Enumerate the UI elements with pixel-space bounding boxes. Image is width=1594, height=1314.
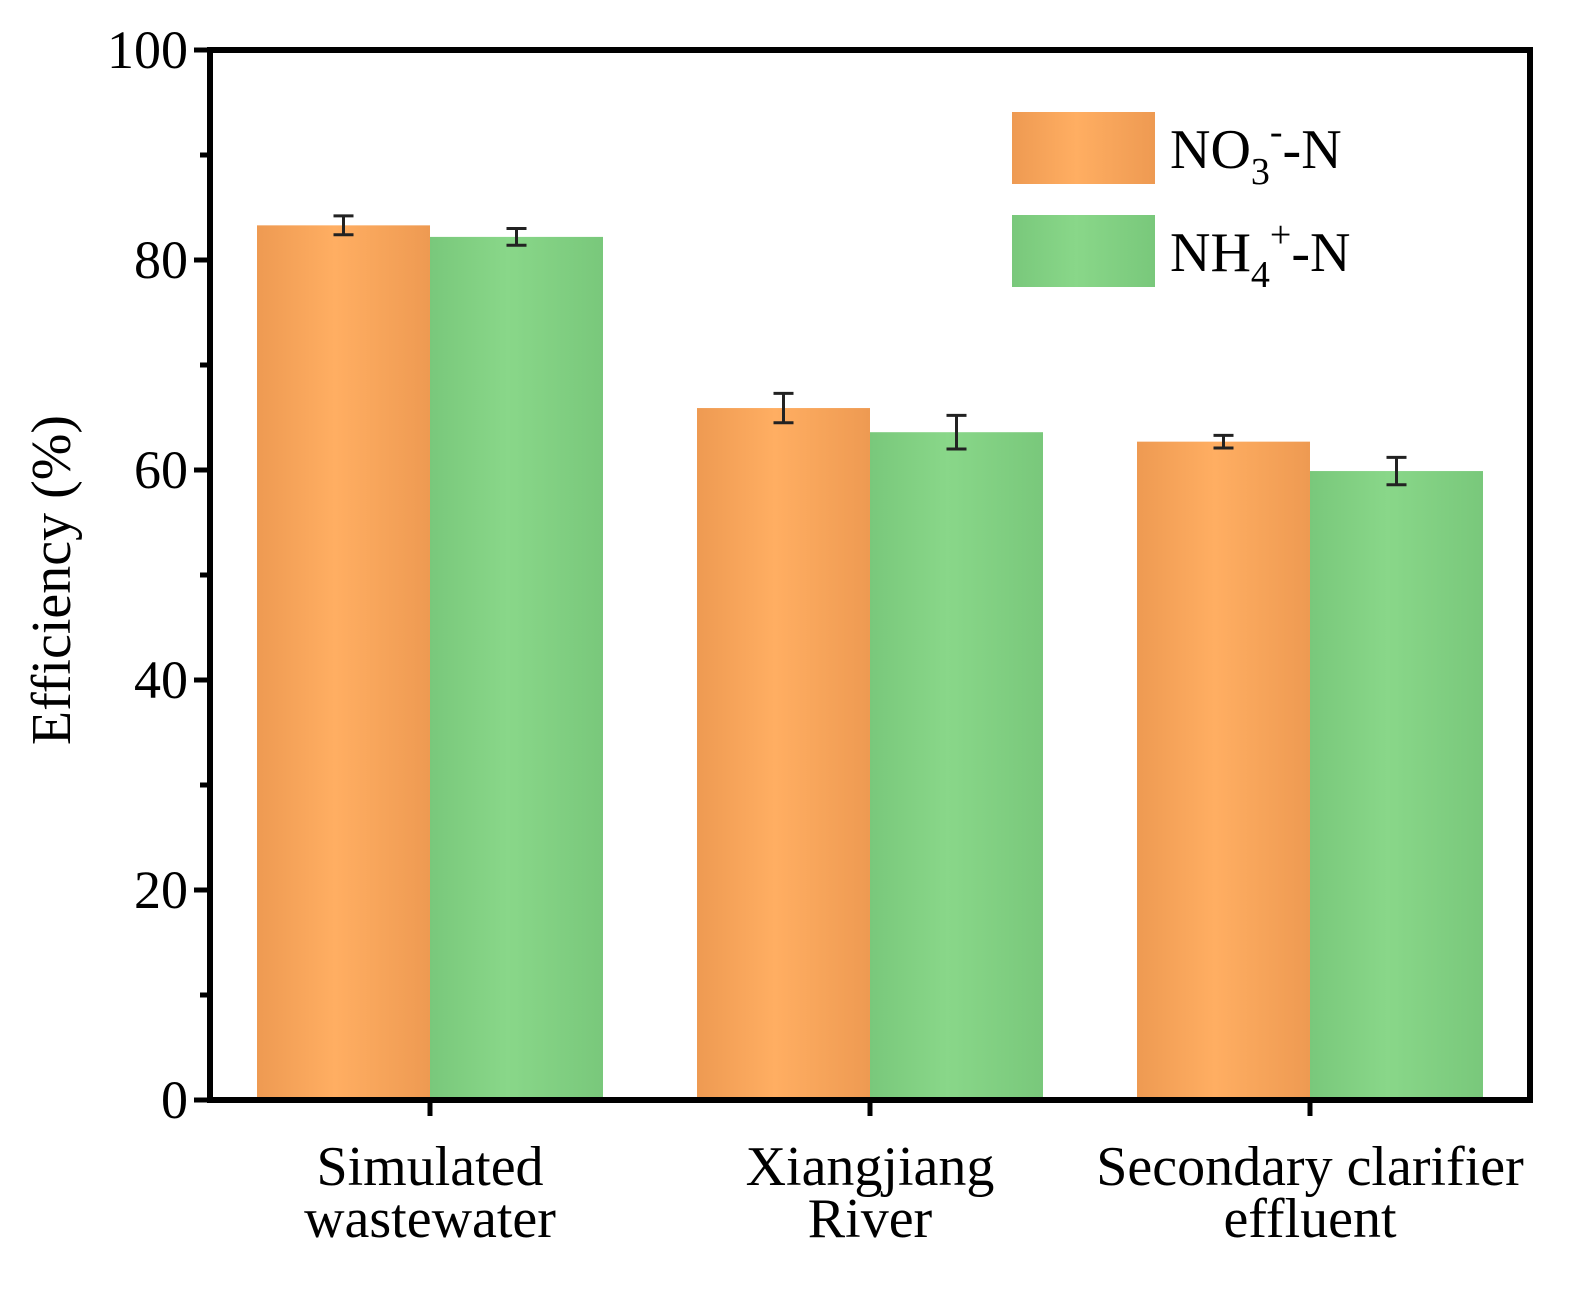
bar-nh4-1 (870, 432, 1043, 1100)
error-bars-layer (333, 214, 1407, 487)
legend-swatch (1012, 215, 1155, 287)
error-bar (946, 413, 967, 451)
x-category-label: Secondary clarifier (1096, 1136, 1524, 1198)
error-bar (506, 227, 527, 247)
error-bar (333, 214, 354, 237)
legend-label: NO3--N (1170, 111, 1342, 193)
x-category-label: River (808, 1188, 933, 1250)
x-category-label: wastewater (304, 1188, 556, 1250)
error-bar (1213, 433, 1234, 450)
y-axis-title: Efficiency (%) (21, 415, 83, 745)
y-tick-label: 20 (134, 860, 188, 920)
y-tick-label: 40 (134, 650, 188, 710)
bar-nh4-0 (430, 236, 603, 1100)
bars-layer (257, 225, 1483, 1101)
bar-nh4-2 (1310, 471, 1483, 1100)
bar-no3-2 (1137, 441, 1310, 1100)
legend-item-no3: NO3--N (1012, 111, 1342, 193)
y-tick-label: 0 (161, 1070, 188, 1130)
legend-label: NH4+-N (1170, 214, 1350, 296)
x-category-label: Xiangjiang (746, 1136, 995, 1198)
legend: NO3--N NH4+-N (1012, 111, 1350, 296)
legend-item-nh4: NH4+-N (1012, 214, 1350, 296)
x-category-label: Simulated (316, 1136, 543, 1198)
error-bar (773, 391, 794, 425)
bar-no3-0 (257, 225, 430, 1101)
y-tick-label: 60 (134, 440, 188, 500)
y-tick-label: 100 (107, 20, 188, 80)
y-tick-label: 80 (134, 230, 188, 290)
bar-no3-1 (697, 408, 870, 1100)
x-category-label: effluent (1223, 1188, 1397, 1250)
error-bar (1386, 455, 1407, 487)
legend-swatch (1012, 112, 1155, 184)
